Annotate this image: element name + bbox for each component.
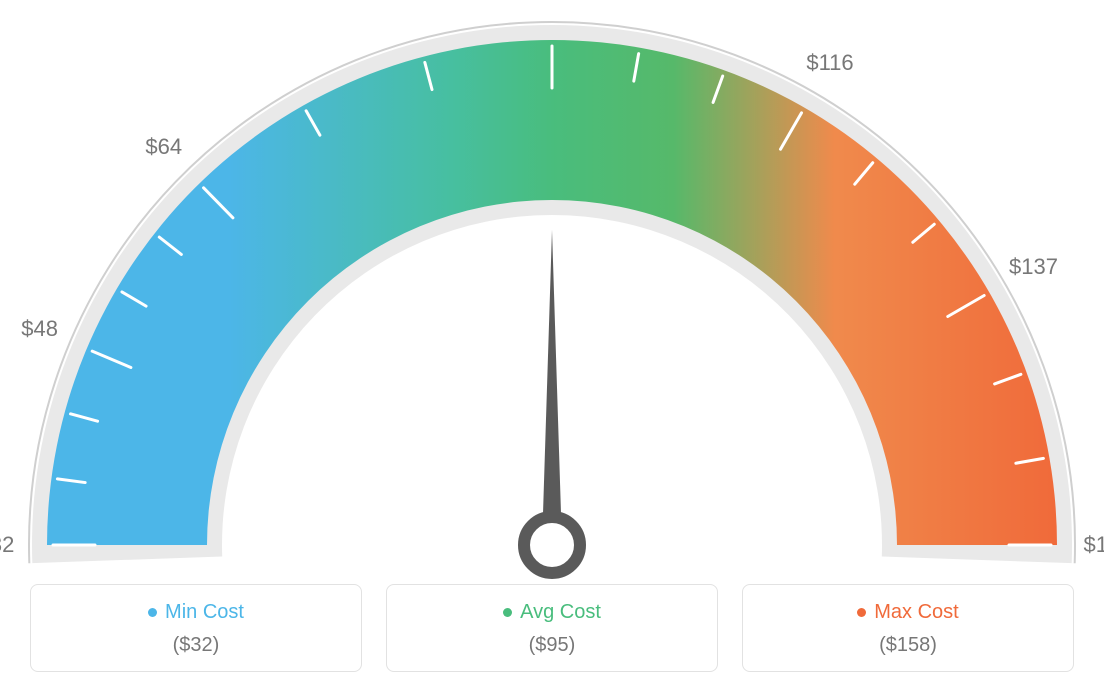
legend-max-cost: Max Cost ($158)	[742, 584, 1074, 672]
gauge-tick-label: $32	[0, 532, 14, 558]
legend-min-cost: Min Cost ($32)	[30, 584, 362, 672]
gauge-tick-label: $48	[21, 316, 58, 342]
legend-min-label: Min Cost	[165, 601, 244, 624]
legend-min-value: ($32)	[41, 634, 351, 657]
gauge-tick-label: $116	[806, 50, 853, 76]
legend-row: Min Cost ($32) Avg Cost ($95) Max Cost (…	[0, 584, 1104, 672]
legend-avg-label: Avg Cost	[520, 601, 601, 624]
legend-avg-value: ($95)	[397, 634, 707, 657]
gauge-tick-label: $158	[1084, 532, 1104, 558]
legend-avg-cost: Avg Cost ($95)	[386, 584, 718, 672]
gauge-tick-label: $137	[1009, 254, 1058, 280]
legend-dot-avg	[503, 608, 512, 617]
legend-dot-min	[148, 608, 157, 617]
legend-max-value: ($158)	[753, 634, 1063, 657]
legend-dot-max	[857, 608, 866, 617]
gauge-tick-label: $95	[534, 0, 571, 2]
legend-max-label: Max Cost	[874, 601, 958, 624]
gauge-tick-label: $64	[145, 134, 182, 160]
